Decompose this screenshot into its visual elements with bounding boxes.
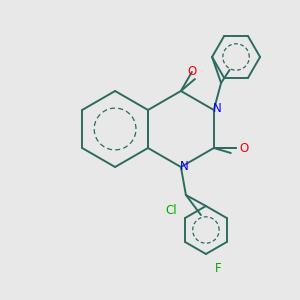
Text: N: N	[212, 101, 221, 115]
Text: Cl: Cl	[166, 203, 177, 217]
Text: O: O	[239, 142, 248, 154]
Text: F: F	[214, 262, 221, 275]
Text: O: O	[187, 65, 196, 78]
Text: N: N	[179, 160, 188, 173]
